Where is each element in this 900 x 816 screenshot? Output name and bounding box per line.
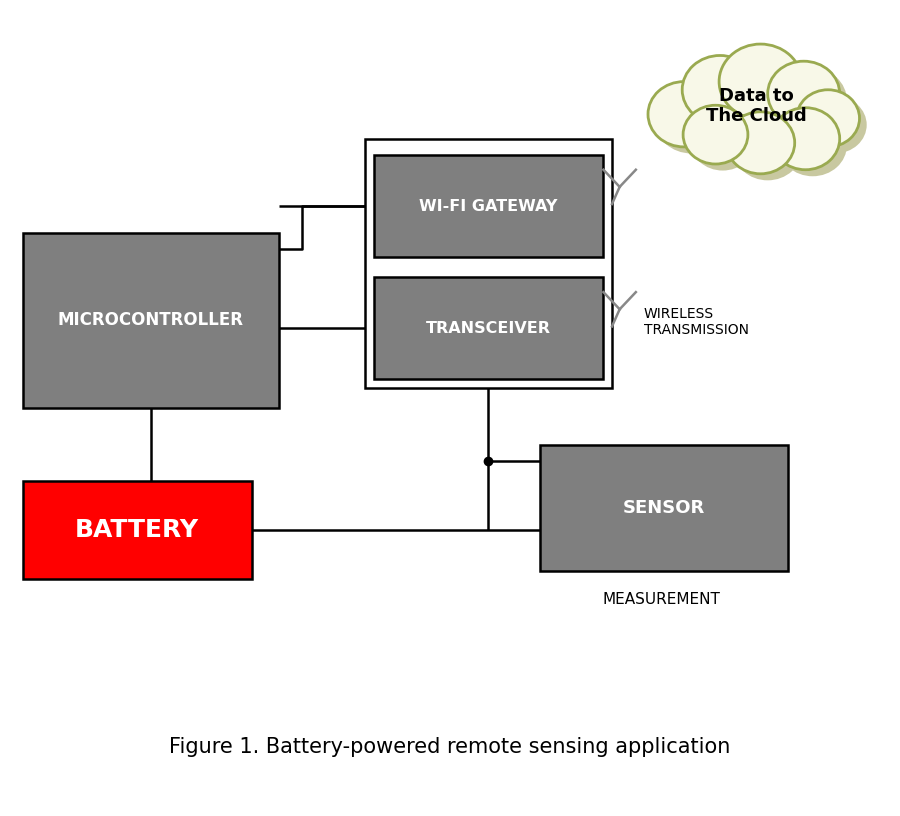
Circle shape [690,112,755,171]
FancyBboxPatch shape [374,155,603,257]
Text: WI-FI GATEWAY: WI-FI GATEWAY [419,198,557,214]
Circle shape [726,51,809,126]
Circle shape [775,68,847,133]
Text: Data to
The Cloud: Data to The Cloud [706,86,806,126]
Circle shape [683,105,748,164]
Circle shape [804,96,867,153]
Circle shape [648,82,720,147]
Text: Figure 1. Battery-powered remote sensing application: Figure 1. Battery-powered remote sensing… [169,737,731,756]
Text: BATTERY: BATTERY [76,518,199,543]
FancyBboxPatch shape [22,481,252,579]
FancyBboxPatch shape [22,233,279,408]
FancyBboxPatch shape [374,277,603,379]
Circle shape [778,114,847,176]
Circle shape [771,108,840,170]
Text: MEASUREMENT: MEASUREMENT [603,592,720,607]
FancyBboxPatch shape [540,445,788,571]
Circle shape [796,90,860,147]
Text: SENSOR: SENSOR [623,499,705,517]
Circle shape [768,61,840,126]
Circle shape [682,55,758,124]
Text: MICROCONTROLLER: MICROCONTROLLER [58,311,244,330]
Circle shape [689,62,765,131]
Circle shape [655,88,727,153]
Circle shape [726,112,795,174]
Text: WIRELESS
TRANSMISSION: WIRELESS TRANSMISSION [644,307,749,338]
Circle shape [734,118,802,180]
Circle shape [719,44,802,119]
Text: TRANSCEIVER: TRANSCEIVER [426,321,551,336]
